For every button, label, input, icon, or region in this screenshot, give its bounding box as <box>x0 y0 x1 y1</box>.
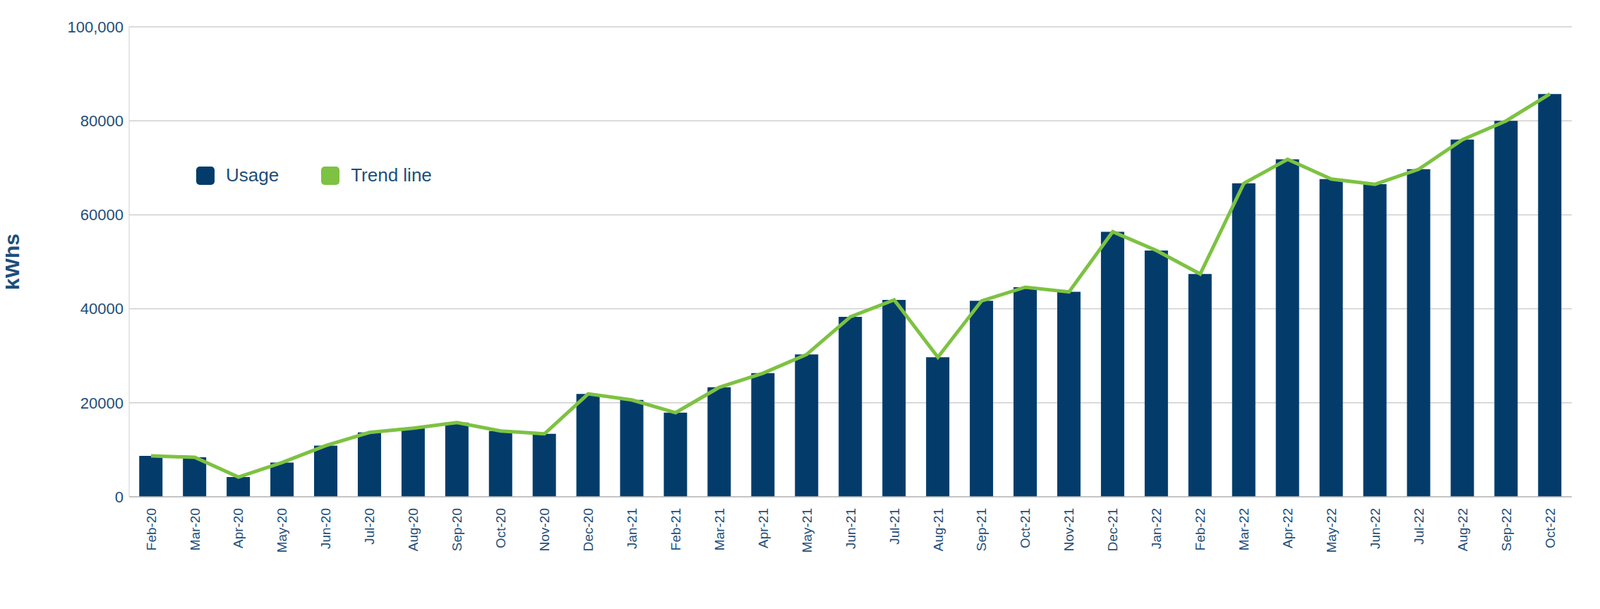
svg-text:Jul-22: Jul-22 <box>1411 508 1427 545</box>
svg-text:Feb-21: Feb-21 <box>668 508 684 551</box>
svg-text:Oct-21: Oct-21 <box>1017 508 1033 549</box>
svg-text:Apr-20: Apr-20 <box>230 508 246 549</box>
svg-text:0: 0 <box>115 488 124 507</box>
svg-text:Nov-21: Nov-21 <box>1061 508 1077 552</box>
svg-text:Jun-21: Jun-21 <box>843 508 859 550</box>
svg-text:Jun-20: Jun-20 <box>318 508 334 550</box>
svg-text:60000: 60000 <box>80 206 124 224</box>
svg-text:Jun-22: Jun-22 <box>1367 508 1383 550</box>
svg-text:40000: 40000 <box>80 299 124 318</box>
svg-text:Feb-20: Feb-20 <box>143 508 159 551</box>
svg-text:Feb-22: Feb-22 <box>1192 508 1208 551</box>
svg-text:20000: 20000 <box>80 394 124 413</box>
svg-text:May-22: May-22 <box>1324 508 1339 553</box>
svg-text:Oct-22: Oct-22 <box>1542 508 1558 549</box>
svg-text:Aug-20: Aug-20 <box>405 508 421 552</box>
svg-text:Mar-20: Mar-20 <box>187 508 203 551</box>
svg-text:May-20: May-20 <box>274 508 290 553</box>
svg-text:Oct-20: Oct-20 <box>493 508 509 549</box>
svg-text:Jul-20: Jul-20 <box>362 508 377 545</box>
html-text:Usage: Usage <box>225 164 279 186</box>
svg-text:Mar-22: Mar-22 <box>1236 508 1252 551</box>
svg-text:Jan-21: Jan-21 <box>624 508 640 550</box>
svg-text:Sep-20: Sep-20 <box>449 508 465 552</box>
svg-text:Nov-20: Nov-20 <box>537 508 552 552</box>
svg-text:Sep-22: Sep-22 <box>1499 508 1514 552</box>
svg-text:Apr-21: Apr-21 <box>755 508 771 549</box>
svg-text:80000: 80000 <box>80 112 124 130</box>
svg-text:kWhs: kWhs <box>5 233 24 291</box>
svg-text:Apr-22: Apr-22 <box>1280 508 1296 549</box>
html-text:Trend line: Trend line <box>350 164 432 186</box>
svg-text:Sep-21: Sep-21 <box>973 508 989 552</box>
svg-text:Dec-21: Dec-21 <box>1105 508 1121 552</box>
svg-text:Aug-22: Aug-22 <box>1455 508 1471 552</box>
svg-text:May-21: May-21 <box>799 508 815 553</box>
svg-text:Jul-21: Jul-21 <box>887 508 902 545</box>
svg-text:Mar-21: Mar-21 <box>712 508 727 551</box>
svg-text:Dec-20: Dec-20 <box>580 508 596 552</box>
svg-text:Aug-21: Aug-21 <box>930 508 946 552</box>
svg-text:100,000: 100,000 <box>67 18 124 36</box>
svg-text:Jan-22: Jan-22 <box>1149 508 1164 550</box>
